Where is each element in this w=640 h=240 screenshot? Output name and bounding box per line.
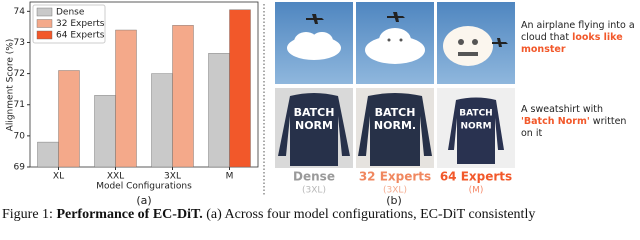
cloud bbox=[443, 26, 493, 66]
image-panel: (b) BATCHNORMBATCHNORM.BATCHNORMDense(3X… bbox=[263, 2, 515, 207]
bar bbox=[58, 70, 80, 168]
cloud bbox=[287, 32, 341, 60]
bar-chart: Alignment Score (%) Model Configurations… bbox=[6, 1, 259, 207]
sweater bbox=[448, 97, 504, 164]
column-name: 32 Experts bbox=[359, 170, 431, 184]
column-config: (3XL) bbox=[302, 186, 326, 196]
image-row-1 bbox=[275, 2, 515, 84]
sublabel: (a) bbox=[136, 194, 151, 207]
sweater-text: NORM bbox=[460, 122, 491, 132]
caption-bold: Performance of EC-DiT. bbox=[56, 207, 203, 222]
caption-label: Figure 1: bbox=[2, 207, 53, 222]
legend-label: 32 Experts bbox=[56, 19, 105, 29]
sweater-text: BATCH bbox=[375, 106, 416, 119]
sweater bbox=[278, 93, 350, 166]
y-tick-label: 74 bbox=[14, 7, 26, 17]
prompt-text: An airplane flying into a cloud that bbox=[521, 20, 635, 43]
airplanes bbox=[306, 12, 508, 47]
sweater bbox=[358, 93, 432, 166]
prompt-highlight: looks like monster bbox=[521, 32, 623, 55]
prompt-text: A sweatshirt with bbox=[521, 104, 604, 115]
sweater-text: BATCH bbox=[459, 109, 492, 119]
caption-text: (a) Across four model configurations, EC… bbox=[206, 207, 536, 222]
eyes bbox=[387, 38, 478, 56]
caption: Figure 1: Performance of EC-DiT. (a) Acr… bbox=[2, 207, 535, 223]
figure: Alignment Score (%) Model Configurations… bbox=[2, 1, 639, 223]
y-axis-label: Alignment Score (%) bbox=[6, 39, 16, 132]
column-name: 64 Experts bbox=[440, 170, 512, 184]
sweater-text: NORM. bbox=[374, 119, 416, 132]
bar bbox=[229, 9, 251, 168]
legend-swatch bbox=[36, 7, 53, 17]
prompt-highlight: 'Batch Norm' bbox=[521, 116, 590, 127]
legend-swatch bbox=[36, 30, 53, 40]
column-config: (3XL) bbox=[383, 186, 407, 196]
y-tick-label: 69 bbox=[14, 163, 26, 173]
y-tick-label: 70 bbox=[14, 131, 26, 141]
y-tick-label: 72 bbox=[14, 69, 25, 79]
plot-frame bbox=[29, 1, 259, 168]
cloud bbox=[365, 28, 425, 64]
sweater-text: NORM bbox=[295, 119, 333, 132]
bar bbox=[115, 29, 137, 168]
x-tick-label: XL bbox=[53, 172, 64, 182]
legend-label: Dense bbox=[56, 8, 85, 18]
sweater-text: BATCH bbox=[294, 106, 335, 119]
y-tick-label: 71 bbox=[14, 100, 25, 110]
prompt: An airplane flying into a cloud that loo… bbox=[521, 20, 639, 56]
bar bbox=[172, 25, 194, 168]
x-tick-label: M bbox=[226, 172, 234, 182]
image-row-2 bbox=[275, 88, 515, 168]
prompt: A sweatshirt with 'Batch Norm' written o… bbox=[521, 104, 639, 140]
column-config: (M) bbox=[469, 186, 484, 196]
prompt-text: written on it bbox=[521, 116, 627, 139]
legend-label: 64 Experts bbox=[56, 31, 105, 41]
legend-swatch bbox=[36, 19, 53, 28]
x-axis-label: Model Configurations bbox=[96, 182, 192, 192]
x-tick-label: XXL bbox=[107, 172, 124, 182]
x-tick-label: 3XL bbox=[164, 172, 181, 182]
sublabel: (b) bbox=[386, 194, 402, 207]
column-name: Dense bbox=[293, 170, 335, 184]
y-tick-label: 73 bbox=[14, 38, 25, 48]
